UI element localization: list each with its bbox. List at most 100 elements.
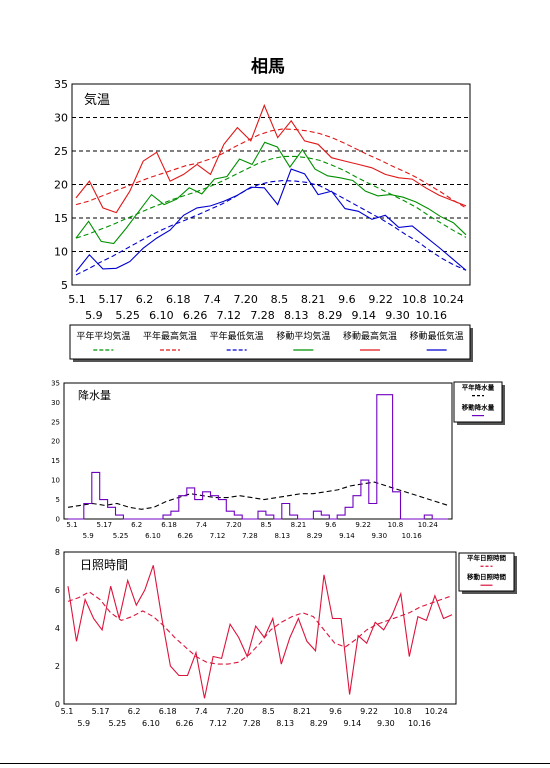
y-tick-label: 25 (51, 418, 60, 426)
x-tick-label: 7.4 (196, 521, 208, 529)
y-tick-label: 10 (51, 477, 60, 485)
chart-label: 降水量 (78, 388, 111, 402)
page-title: 相馬 (251, 56, 285, 77)
x-tick-label: 7.28 (243, 719, 261, 728)
y-tick-label: 15 (51, 457, 60, 465)
series-line (75, 155, 467, 239)
x-tick-label: 5.25 (113, 532, 129, 540)
x-tick-label: 9.22 (355, 521, 371, 529)
x-tick-label: 6.10 (142, 719, 160, 728)
page-bottom-rule (0, 763, 550, 764)
y-tick-label: 30 (54, 111, 68, 124)
y-tick-label: 0 (56, 515, 60, 523)
x-tick-label: 5.17 (97, 521, 113, 529)
x-tick-label: 7.20 (226, 707, 244, 716)
x-tick-label: 7.20 (226, 521, 242, 529)
x-tick-label: 5.9 (85, 309, 103, 322)
x-tick-label: 9.14 (343, 719, 361, 728)
chart-label: 気温 (84, 92, 110, 108)
x-tick-label: 8.5 (261, 521, 272, 529)
x-tick-label: 9.6 (338, 293, 356, 306)
x-tick-label: 10.24 (418, 521, 439, 529)
legend-label: 移動平均気温 (276, 330, 330, 342)
x-tick-label: 9.30 (377, 719, 395, 728)
x-tick-label: 6.26 (176, 719, 194, 728)
legend-label: 移動最低気温 (410, 330, 464, 342)
x-tick-label: 10.16 (408, 719, 431, 728)
y-tick-label: 20 (54, 178, 68, 191)
y-tick-label: 4 (55, 624, 60, 633)
x-tick-label: 6.10 (145, 532, 161, 540)
x-tick-label: 5.25 (108, 719, 126, 728)
x-tick-label: 10.8 (394, 707, 412, 716)
x-tick-label: 9.14 (352, 309, 377, 322)
x-tick-label: 7.28 (250, 309, 275, 322)
x-tick-label: 9.30 (372, 532, 388, 540)
x-tick-label: 10.24 (432, 293, 464, 306)
x-tick-label: 6.18 (161, 521, 177, 529)
x-tick-label: 8.13 (276, 719, 294, 728)
x-tick-label: 5.1 (68, 293, 86, 306)
sunshine-chart: 0 2 4 6 8 5.1 5.17 6.2 6.18 7.4 7.20 8.5 8.21 9.6 9.22… (55, 548, 517, 728)
x-tick-label: 8.5 (262, 707, 275, 716)
series-line (75, 168, 467, 272)
series-line (75, 103, 467, 214)
x-tick-label: 9.6 (325, 521, 337, 529)
x-tick-label: 5.17 (92, 707, 110, 716)
x-tick-label: 6.2 (128, 707, 141, 716)
x-tick-label: 6.18 (166, 293, 191, 306)
legend-label: 平年最高気温 (143, 330, 197, 342)
y-tick-label: 15 (54, 212, 68, 225)
x-tick-label: 8.13 (274, 532, 290, 540)
y-tick-label: 25 (54, 145, 68, 158)
x-tick-label: 5.9 (83, 532, 94, 540)
x-tick-label: 6.2 (136, 293, 154, 306)
legend-label: 平年日照時間 (467, 553, 507, 562)
x-tick-label: 8.13 (284, 309, 309, 322)
legend-label: 移動最高気温 (343, 330, 397, 342)
y-tick-label: 5 (61, 279, 68, 292)
x-tick-label: 8.21 (301, 293, 326, 306)
chart-label: 日照時間 (80, 558, 128, 572)
x-tick-label: 5.1 (61, 707, 74, 716)
temperature-chart: 5 10 15 20 25 30 35 5.1 5.17 6.2 6.18 7.4 7.20 8.5 8.2… (54, 78, 473, 362)
legend-label: 移動日照時間 (467, 572, 507, 581)
x-tick-label: 7.20 (233, 293, 258, 306)
x-tick-label: 10.8 (402, 293, 427, 306)
x-tick-label: 5.25 (115, 309, 140, 322)
series-line (67, 591, 453, 665)
x-tick-label: 5.17 (98, 293, 123, 306)
x-tick-label: 7.12 (210, 532, 226, 540)
series-line (75, 141, 467, 245)
x-tick-label: 10.16 (416, 309, 448, 322)
x-tick-label: 6.10 (149, 309, 174, 322)
y-tick-label: 35 (51, 379, 60, 387)
x-tick-label: 8.21 (293, 707, 311, 716)
legend-box (69, 324, 471, 360)
series-line (68, 394, 448, 520)
x-tick-label: 6.26 (183, 309, 208, 322)
y-tick-label: 30 (51, 399, 60, 407)
x-tick-label: 10.8 (388, 521, 404, 529)
legend-label: 平年降水量 (462, 383, 495, 392)
x-tick-label: 6.2 (131, 521, 142, 529)
x-tick-label: 8.29 (307, 532, 323, 540)
x-tick-label: 5.1 (66, 521, 77, 529)
y-tick-label: 2 (55, 662, 60, 671)
y-tick-label: 8 (55, 548, 60, 557)
x-tick-label: 9.30 (385, 309, 410, 322)
plot-frame (63, 551, 457, 705)
legend-label: 平年平均気温 (76, 330, 130, 342)
x-tick-label: 7.12 (209, 719, 227, 728)
x-tick-label: 8.21 (291, 521, 307, 529)
series-line (75, 179, 467, 276)
y-tick-label: 6 (55, 586, 60, 595)
x-tick-label: 9.6 (329, 707, 342, 716)
y-tick-label: 10 (54, 245, 68, 258)
x-tick-label: 5.9 (77, 719, 90, 728)
legend-label: 移動降水量 (462, 403, 495, 412)
y-tick-label: 20 (51, 438, 60, 446)
x-tick-label: 8.29 (318, 309, 343, 322)
